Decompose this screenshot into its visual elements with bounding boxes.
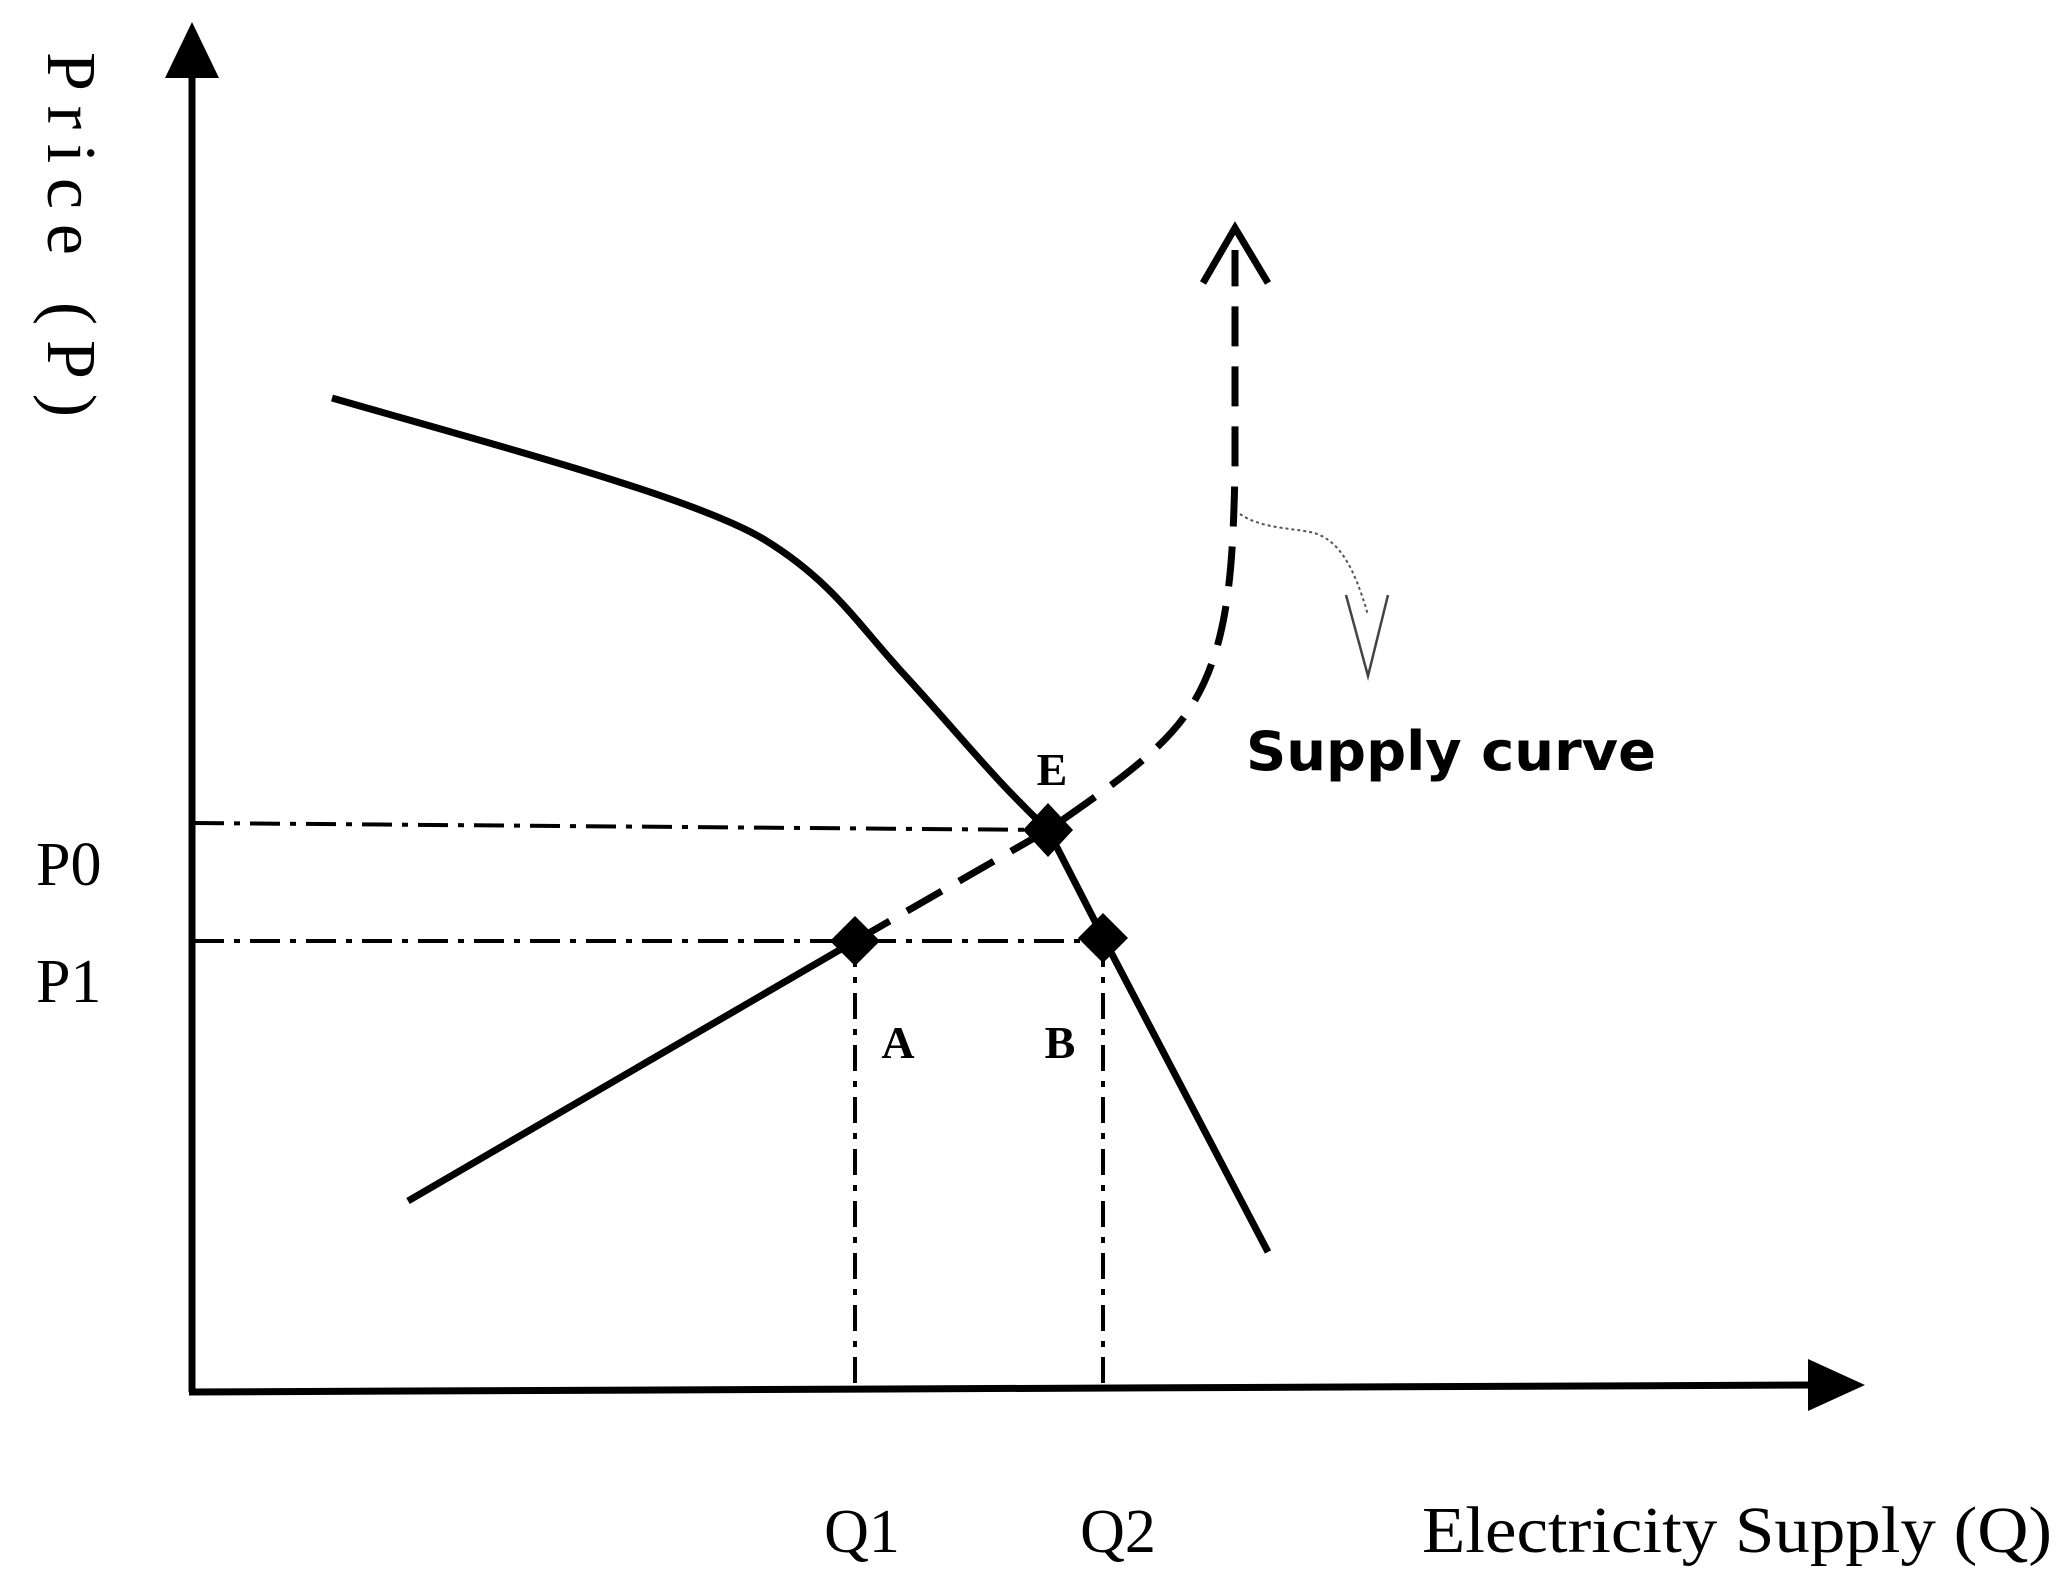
- callout-pointer-arrowhead: [1344, 594, 1390, 681]
- supply-curve-solid-segment: [406, 937, 857, 1205]
- point-a-label: A: [881, 1017, 914, 1068]
- supply-curve-label: Supply curve: [1246, 720, 1656, 783]
- supply-curve-dashed-segment: [853, 250, 1239, 945]
- x-axis-title: Electricity Supply (Q): [1422, 1494, 2052, 1567]
- x-axis-arrowhead: [1808, 1359, 1865, 1411]
- supply-curve-arrowhead: [1199, 221, 1272, 285]
- p0-label: P0: [36, 831, 101, 899]
- point-a-marker: [830, 916, 880, 966]
- q2-label: Q2: [1080, 1498, 1156, 1566]
- point-b-marker: [1078, 913, 1128, 963]
- y-axis-arrowhead: [165, 22, 219, 78]
- callout-pointer-line: [1239, 513, 1369, 616]
- point-e-label: E: [1037, 744, 1068, 795]
- x-axis: [188, 1381, 1816, 1396]
- p1-label: P1: [36, 948, 101, 1016]
- q1-label: Q1: [824, 1498, 900, 1566]
- p0-guide-line: [193, 821, 1049, 832]
- point-b-label: B: [1045, 1017, 1076, 1068]
- y-axis-title: Price (P): [32, 52, 109, 417]
- point-e-marker: [1023, 803, 1073, 857]
- demand-curve: [331, 394, 1272, 1254]
